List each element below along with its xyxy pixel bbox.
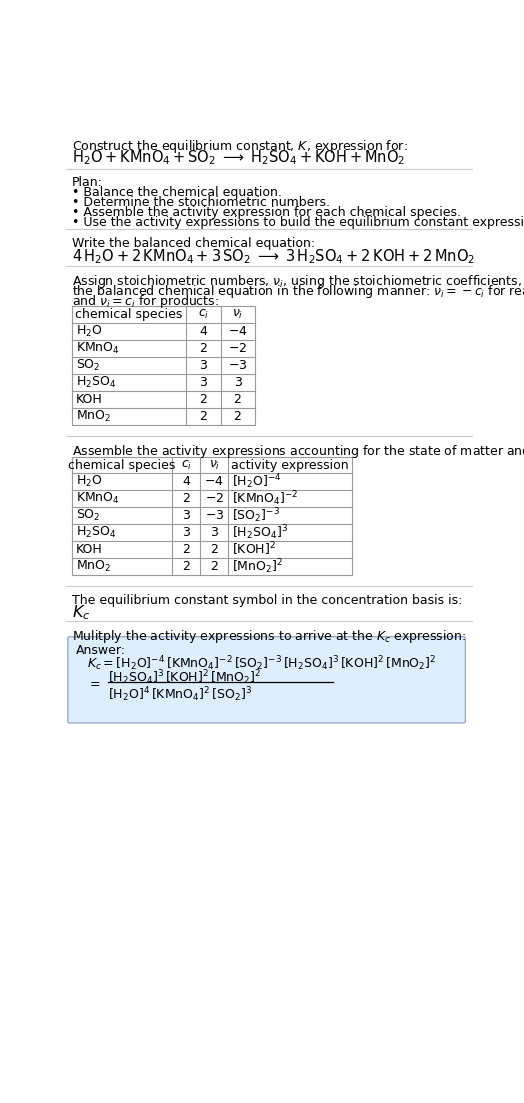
Text: Construct the equilibrium constant, $K$, expression for:: Construct the equilibrium constant, $K$,… bbox=[72, 138, 408, 154]
Text: $-4$: $-4$ bbox=[204, 475, 224, 489]
Text: $\mathrm{H_2SO_4}$: $\mathrm{H_2SO_4}$ bbox=[75, 525, 116, 540]
Text: 3: 3 bbox=[200, 376, 208, 389]
Text: Write the balanced chemical equation:: Write the balanced chemical equation: bbox=[72, 237, 315, 250]
Text: $[\mathrm{KMnO_4}]^{-2}$: $[\mathrm{KMnO_4}]^{-2}$ bbox=[232, 490, 299, 508]
Bar bbox=[72, 307, 255, 425]
Text: $\mathrm{SO_2}$: $\mathrm{SO_2}$ bbox=[75, 358, 100, 373]
Text: $\mathrm{H_2O}$: $\mathrm{H_2O}$ bbox=[75, 324, 102, 340]
Text: and $\nu_i = c_i$ for products:: and $\nu_i = c_i$ for products: bbox=[72, 293, 219, 310]
Text: $\nu_i$: $\nu_i$ bbox=[232, 309, 243, 321]
Text: 4: 4 bbox=[182, 475, 190, 489]
Text: the balanced chemical equation in the following manner: $\nu_i = -c_i$ for react: the balanced chemical equation in the fo… bbox=[72, 283, 524, 300]
Text: chemical species: chemical species bbox=[69, 459, 176, 471]
Text: 2: 2 bbox=[200, 393, 208, 406]
Text: $\mathrm{MnO_2}$: $\mathrm{MnO_2}$ bbox=[75, 559, 111, 575]
Text: $-4$: $-4$ bbox=[228, 325, 247, 339]
Text: Plan:: Plan: bbox=[72, 176, 103, 190]
Text: $K_c$: $K_c$ bbox=[72, 603, 90, 622]
Text: $[\mathrm{MnO_2}]^{2}$: $[\mathrm{MnO_2}]^{2}$ bbox=[232, 557, 283, 576]
Text: $-3$: $-3$ bbox=[228, 360, 247, 372]
Text: $[\mathrm{H_2SO_4}]^{3}\,[\mathrm{KOH}]^{2}\,[\mathrm{MnO_2}]^{2}$: $[\mathrm{H_2SO_4}]^{3}\,[\mathrm{KOH}]^… bbox=[108, 668, 261, 687]
Text: 3: 3 bbox=[234, 376, 242, 389]
Text: Answer:: Answer: bbox=[77, 644, 126, 656]
Text: $\mathrm{H_2SO_4}$: $\mathrm{H_2SO_4}$ bbox=[75, 375, 116, 390]
Text: 2: 2 bbox=[234, 393, 242, 406]
Text: $-2$: $-2$ bbox=[205, 492, 224, 505]
Text: $\mathrm{KMnO_4}$: $\mathrm{KMnO_4}$ bbox=[75, 491, 119, 506]
Text: $\mathrm{KMnO_4}$: $\mathrm{KMnO_4}$ bbox=[75, 341, 119, 356]
Text: $-2$: $-2$ bbox=[228, 342, 247, 355]
Text: • Use the activity expressions to build the equilibrium constant expression.: • Use the activity expressions to build … bbox=[72, 216, 524, 229]
Text: • Determine the stoichiometric numbers.: • Determine the stoichiometric numbers. bbox=[72, 196, 330, 210]
Text: 3: 3 bbox=[182, 526, 190, 539]
Text: $c_i$: $c_i$ bbox=[181, 459, 192, 472]
Text: Assemble the activity expressions accounting for the state of matter and $\nu_i$: Assemble the activity expressions accoun… bbox=[72, 443, 524, 460]
Text: activity expression: activity expression bbox=[232, 459, 349, 471]
Text: 4: 4 bbox=[200, 325, 208, 339]
Text: $\mathrm{4\,H_2O + 2\,KMnO_4 + 3\,SO_2 \;\longrightarrow\; 3\,H_2SO_4 + 2\,KOH +: $\mathrm{4\,H_2O + 2\,KMnO_4 + 3\,SO_2 \… bbox=[72, 247, 475, 266]
Text: $[\mathrm{SO_2}]^{-3}$: $[\mathrm{SO_2}]^{-3}$ bbox=[232, 506, 280, 525]
Text: $-3$: $-3$ bbox=[204, 510, 224, 523]
Text: 2: 2 bbox=[182, 492, 190, 505]
Text: 2: 2 bbox=[200, 410, 208, 422]
Bar bbox=[72, 457, 352, 575]
Text: $\nu_i$: $\nu_i$ bbox=[209, 459, 220, 472]
Text: 2: 2 bbox=[182, 543, 190, 556]
Text: $\mathrm{MnO_2}$: $\mathrm{MnO_2}$ bbox=[75, 409, 111, 424]
Text: The equilibrium constant symbol in the concentration basis is:: The equilibrium constant symbol in the c… bbox=[72, 593, 462, 607]
Text: $K_c = [\mathrm{H_2O}]^{-4}\,[\mathrm{KMnO_4}]^{-2}\,[\mathrm{SO_2}]^{-3}\,[\mat: $K_c = [\mathrm{H_2O}]^{-4}\,[\mathrm{KM… bbox=[87, 654, 436, 673]
Text: • Balance the chemical equation.: • Balance the chemical equation. bbox=[72, 186, 281, 200]
Text: $=$: $=$ bbox=[87, 676, 101, 688]
Text: $c_i$: $c_i$ bbox=[198, 309, 209, 321]
Text: KOH: KOH bbox=[75, 393, 102, 406]
Text: $\mathrm{H_2O}$: $\mathrm{H_2O}$ bbox=[75, 474, 102, 490]
Text: Assign stoichiometric numbers, $\nu_i$, using the stoichiometric coefficients, $: Assign stoichiometric numbers, $\nu_i$, … bbox=[72, 274, 524, 290]
Text: Mulitply the activity expressions to arrive at the $K_c$ expression:: Mulitply the activity expressions to arr… bbox=[72, 629, 466, 645]
Text: $[\mathrm{H_2O}]^{-4}$: $[\mathrm{H_2O}]^{-4}$ bbox=[232, 472, 281, 491]
Text: $\mathrm{H_2O + KMnO_4 + SO_2 \;\longrightarrow\; H_2SO_4 + KOH + MnO_2}$: $\mathrm{H_2O + KMnO_4 + SO_2 \;\longrig… bbox=[72, 149, 405, 168]
Text: $[\mathrm{KOH}]^{2}$: $[\mathrm{KOH}]^{2}$ bbox=[232, 540, 276, 558]
Text: 2: 2 bbox=[200, 342, 208, 355]
Text: KOH: KOH bbox=[75, 543, 102, 556]
Text: chemical species: chemical species bbox=[75, 309, 183, 321]
FancyBboxPatch shape bbox=[68, 636, 465, 722]
Text: $[\mathrm{H_2O}]^{4}\,[\mathrm{KMnO_4}]^{2}\,[\mathrm{SO_2}]^{3}$: $[\mathrm{H_2O}]^{4}\,[\mathrm{KMnO_4}]^… bbox=[108, 685, 253, 704]
Text: $[\mathrm{H_2SO_4}]^{3}$: $[\mathrm{H_2SO_4}]^{3}$ bbox=[232, 524, 288, 542]
Text: 3: 3 bbox=[200, 360, 208, 372]
Text: 2: 2 bbox=[234, 410, 242, 422]
Text: • Assemble the activity expression for each chemical species.: • Assemble the activity expression for e… bbox=[72, 206, 461, 219]
Text: 3: 3 bbox=[182, 510, 190, 523]
Text: 3: 3 bbox=[210, 526, 218, 539]
Text: $\mathrm{SO_2}$: $\mathrm{SO_2}$ bbox=[75, 508, 100, 523]
Text: 2: 2 bbox=[210, 560, 218, 574]
Text: 2: 2 bbox=[210, 543, 218, 556]
Text: 2: 2 bbox=[182, 560, 190, 574]
